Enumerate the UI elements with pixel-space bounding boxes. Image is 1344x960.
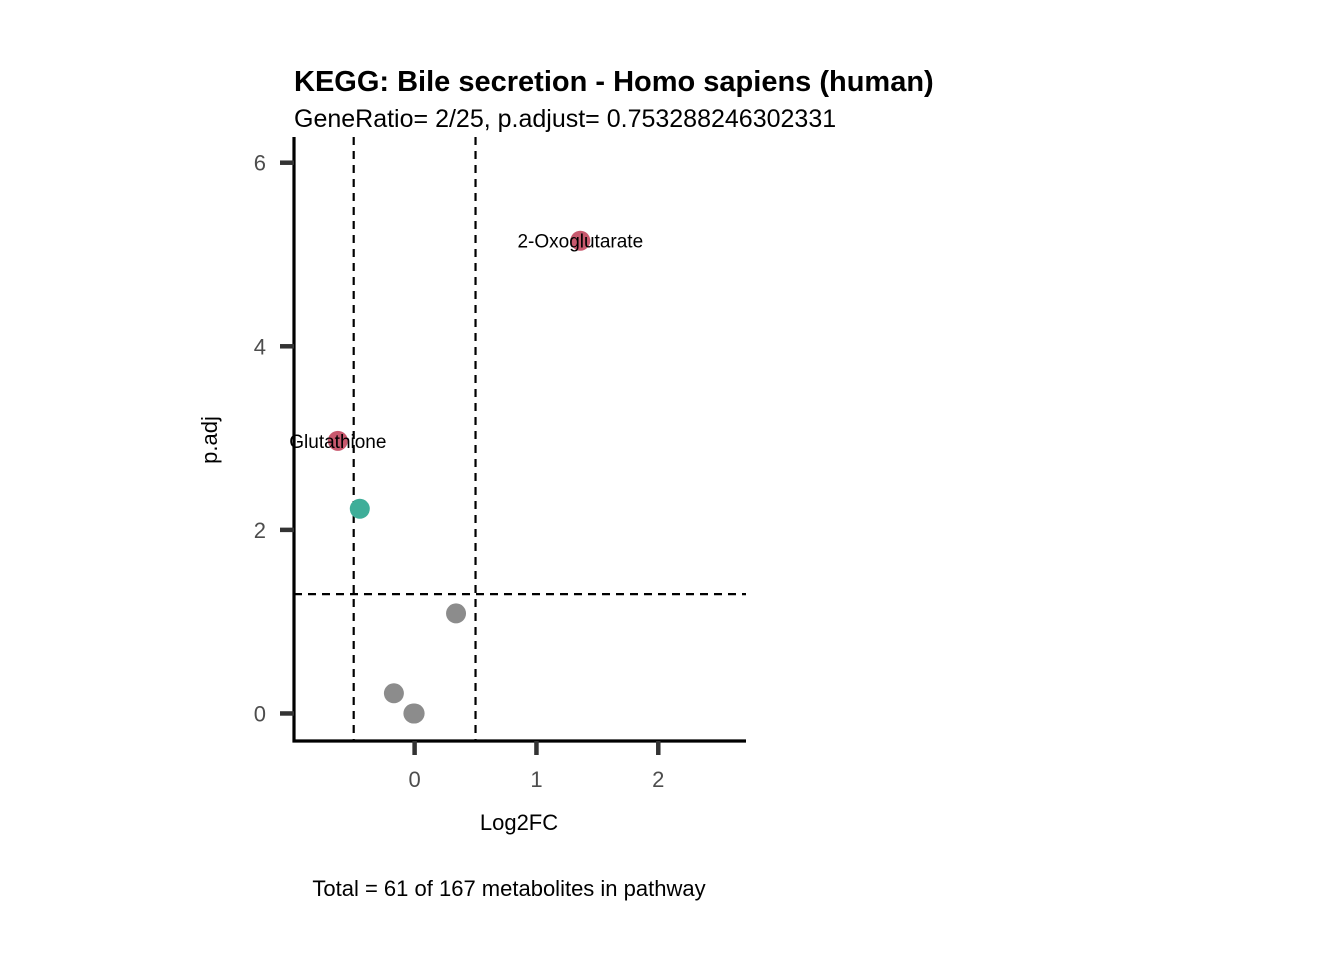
point-label: 2-Oxoglutarate [517, 232, 643, 253]
x-axis-title: Log2FC [480, 810, 558, 835]
data-point [570, 230, 591, 251]
x-tick-label: 0 [408, 767, 420, 792]
axes [292, 137, 746, 743]
data-point [327, 430, 348, 451]
x-tick-label: 2 [652, 767, 664, 792]
y-tick-label: 4 [254, 334, 266, 359]
chart-caption: Total = 61 of 167 metabolites in pathway [312, 876, 705, 901]
threshold-lines [294, 137, 746, 741]
data-point [383, 683, 404, 704]
point-labels: 2-Oxoglutarate Glutathione [289, 232, 643, 453]
y-tick-label: 2 [254, 518, 266, 543]
y-tick-label: 6 [254, 151, 266, 176]
point-label: Glutathione [289, 432, 386, 453]
data-point [446, 603, 467, 624]
y-axis-title: p.adj [197, 416, 222, 464]
chart-title: KEGG: Bile secretion - Homo sapiens (hum… [294, 66, 934, 98]
y-tick-label: 0 [254, 701, 266, 726]
tick-marks: 0 1 2 0 2 4 6 [254, 151, 665, 792]
x-tick-label: 1 [530, 767, 542, 792]
data-points [327, 230, 591, 724]
chart-subtitle: GeneRatio= 2/25, p.adjust= 0.75328824630… [294, 105, 836, 133]
data-point [404, 703, 425, 724]
data-point [349, 498, 370, 519]
